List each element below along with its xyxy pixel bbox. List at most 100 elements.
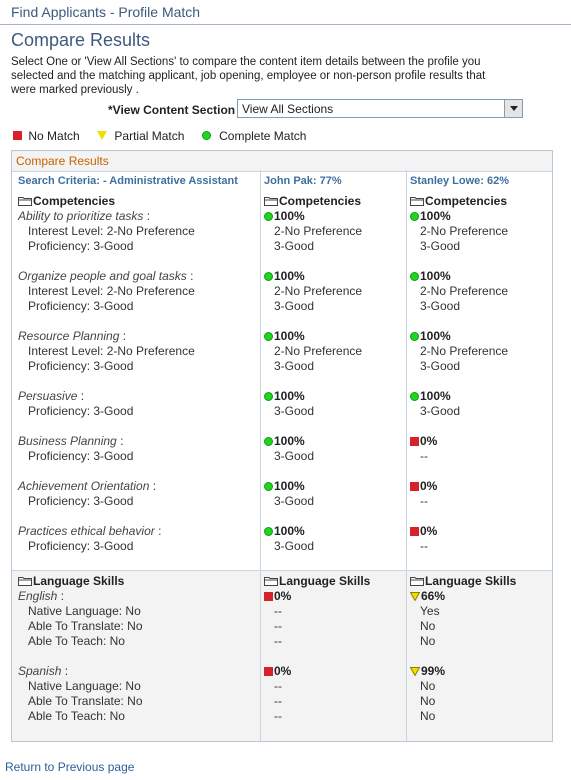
section-heading: Language Skills	[18, 574, 124, 588]
applicant-value: 2-No Preference	[420, 284, 509, 298]
complete-match-icon	[264, 525, 273, 539]
applicant-value: 3-Good	[274, 494, 315, 508]
section-heading: Language Skills	[410, 574, 516, 588]
complete-match-icon	[264, 435, 273, 449]
competencies-section	[12, 190, 552, 570]
match-percent: 100%	[410, 329, 451, 344]
dropdown-arrow-icon[interactable]	[504, 100, 522, 117]
criteria-attribute: Proficiency: 3-Good	[28, 359, 134, 373]
complete-match-icon	[410, 390, 419, 404]
match-percent: 0%	[410, 524, 437, 539]
applicant-value: No	[420, 694, 436, 708]
applicant-value: 3-Good	[420, 239, 461, 253]
match-percent-value: 0%	[274, 589, 292, 603]
match-percent-value: 66%	[421, 589, 446, 603]
column-header-criteria: Search Criteria: - Administrative Assist…	[18, 175, 238, 187]
match-percent: 0%	[410, 479, 437, 494]
item-name: Organize people and goal tasks :	[18, 269, 193, 283]
grid-caption: Compare Results	[16, 154, 109, 168]
match-percent-value: 99%	[421, 664, 446, 678]
match-percent: 100%	[264, 524, 305, 539]
match-percent: 100%	[264, 329, 305, 344]
section-heading: Competencies	[264, 194, 361, 208]
partial-match-icon	[97, 131, 108, 141]
complete-match-icon	[264, 270, 273, 284]
view-section-select[interactable]: View All Sections	[237, 99, 523, 118]
section-heading-label: Language Skills	[279, 574, 371, 588]
item-name-sep: :	[143, 209, 151, 223]
applicant-value: 2-No Preference	[274, 224, 363, 238]
item-name-label: Business Planning	[18, 434, 117, 448]
item-name-sep: :	[77, 389, 85, 403]
match-percent: 0%	[264, 664, 291, 679]
no-match-icon	[13, 131, 22, 141]
folder-icon	[410, 197, 424, 206]
criteria-attribute: Proficiency: 3-Good	[28, 494, 134, 508]
criteria-attribute: Able To Teach: No	[28, 634, 125, 648]
criteria-attribute: Proficiency: 3-Good	[28, 449, 134, 463]
match-legend: No Match Partial Match Complete Match	[13, 128, 307, 143]
view-section-label: *View Content Section	[108, 103, 236, 117]
item-name-sep: :	[57, 589, 65, 603]
applicant-value: No	[420, 709, 436, 723]
criteria-attribute: Native Language: No	[28, 604, 141, 618]
folder-icon	[264, 197, 278, 206]
section-heading-label: Language Skills	[425, 574, 517, 588]
item-name-sep: :	[119, 329, 127, 343]
legend-no-match: No Match	[28, 128, 80, 143]
no-match-icon	[410, 480, 419, 494]
applicant-value: --	[274, 709, 282, 723]
item-name-sep: :	[154, 524, 162, 538]
applicant-value: 3-Good	[420, 359, 461, 373]
item-name: Practices ethical behavior :	[18, 524, 161, 538]
legend-complete-match: Complete Match	[219, 128, 307, 143]
match-percent-value: 100%	[274, 209, 305, 223]
complete-match-icon	[264, 480, 273, 494]
section-heading-label: Competencies	[279, 194, 362, 208]
match-percent: 100%	[264, 434, 305, 449]
item-name-label: Practices ethical behavior	[18, 524, 155, 538]
match-percent-value: 100%	[420, 209, 451, 223]
match-percent: 100%	[410, 269, 451, 284]
complete-match-icon	[201, 131, 211, 141]
criteria-attribute: Interest Level: 2-No Preference	[28, 284, 195, 298]
applicant-value: 3-Good	[420, 299, 461, 313]
applicant-value: Yes	[420, 604, 440, 618]
item-name-label: Resource Planning	[18, 329, 120, 343]
section-heading-label: Language Skills	[33, 574, 125, 588]
criteria-attribute: Proficiency: 3-Good	[28, 539, 134, 553]
criteria-attribute: Able To Translate: No	[28, 694, 143, 708]
applicant-value: 3-Good	[274, 404, 315, 418]
match-percent-value: 0%	[420, 524, 438, 538]
column-header-stanley-lowe: Stanley Lowe: 62%	[410, 175, 510, 187]
applicant-value: --	[420, 494, 428, 508]
section-divider	[12, 570, 552, 571]
item-name-label: Achievement Orientation	[18, 479, 150, 493]
complete-match-icon	[264, 210, 273, 224]
applicant-value: --	[274, 634, 282, 648]
item-name-label: Persuasive	[18, 389, 78, 403]
applicant-value: --	[274, 694, 282, 708]
match-percent-value: 100%	[274, 479, 305, 493]
applicant-value: No	[420, 619, 436, 633]
match-percent: 66%	[409, 589, 446, 604]
criteria-attribute: Proficiency: 3-Good	[28, 404, 134, 418]
criteria-attribute: Interest Level: 2-No Preference	[28, 344, 195, 358]
item-name-sep: :	[116, 434, 124, 448]
applicant-value: --	[274, 604, 282, 618]
partial-match-icon	[409, 590, 421, 604]
applicant-value: 3-Good	[420, 404, 461, 418]
applicant-value: No	[420, 634, 436, 648]
item-name: English :	[18, 589, 64, 603]
applicant-value: 3-Good	[274, 359, 315, 373]
applicant-value: --	[420, 539, 428, 553]
applicant-value: 2-No Preference	[420, 224, 509, 238]
match-percent-value: 100%	[274, 524, 305, 538]
match-percent: 100%	[410, 389, 451, 404]
return-to-previous-link[interactable]: Return to Previous page	[5, 760, 135, 774]
item-name-label: Ability to prioritize tasks	[18, 209, 144, 223]
match-percent-value: 0%	[420, 479, 438, 493]
item-name: Resource Planning :	[18, 329, 126, 343]
no-match-icon	[410, 525, 419, 539]
section-heading: Competencies	[18, 194, 115, 208]
